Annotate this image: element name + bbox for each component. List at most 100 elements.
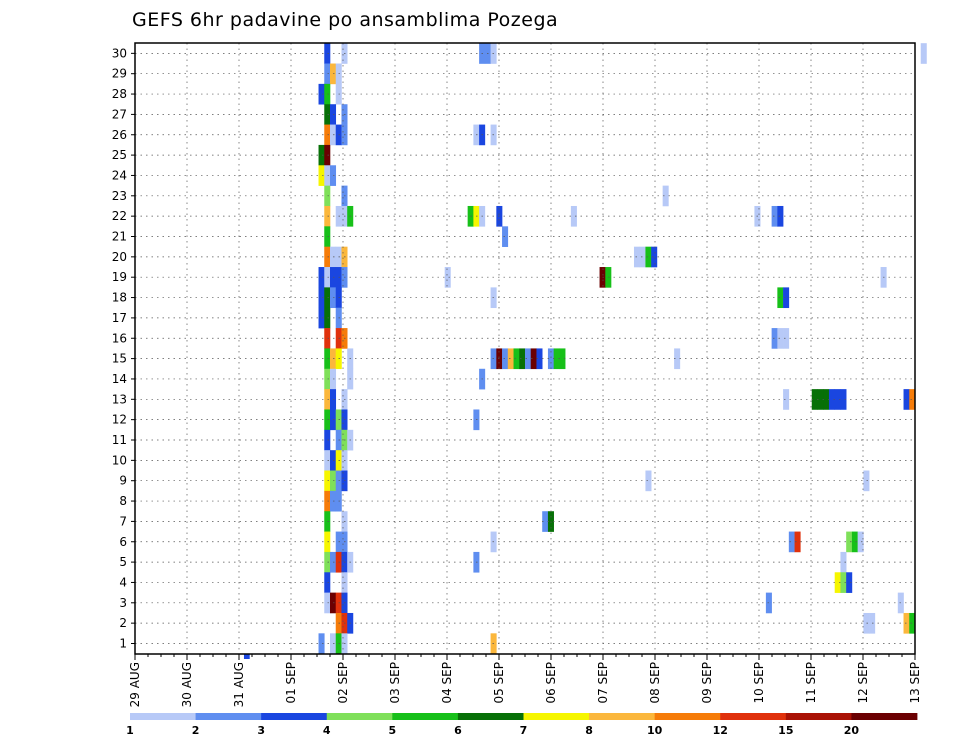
x-tick-label: 08 SEP xyxy=(648,662,662,704)
x-tick-label: 30 AUG xyxy=(180,662,194,707)
y-tick-label: 12 xyxy=(112,413,127,427)
heatmap-cell xyxy=(828,389,836,410)
x-tick-label: 05 SEP xyxy=(492,662,506,704)
heatmap-cell xyxy=(777,328,784,349)
heatmap-cell xyxy=(318,165,325,186)
heatmap-cell xyxy=(324,490,331,512)
heatmap-cell xyxy=(324,592,331,614)
heatmap-cell xyxy=(783,287,790,309)
heatmap-cell xyxy=(834,389,841,410)
heatmap-cell xyxy=(777,205,784,227)
y-tick-label: 8 xyxy=(119,494,127,508)
x-tick-label: 11 SEP xyxy=(804,662,818,704)
heatmap-cell xyxy=(840,551,847,573)
heatmap-cell xyxy=(318,633,325,654)
heatmap-cell xyxy=(324,470,331,492)
heatmap-cell xyxy=(324,348,331,370)
x-tick-label: 02 SEP xyxy=(336,662,350,704)
colorbar-label: 10 xyxy=(647,724,663,737)
colorbar-swatch xyxy=(261,713,328,720)
heatmap-cell xyxy=(324,104,331,125)
heatmap-cells xyxy=(243,43,927,659)
heatmap-cell xyxy=(324,144,331,166)
heatmap-cell xyxy=(794,531,801,553)
colorbar-swatch xyxy=(130,713,196,720)
y-tick-label: 14 xyxy=(112,372,127,386)
heatmap-cell xyxy=(318,307,325,329)
colorbar-label: 5 xyxy=(389,724,397,737)
y-tick-label: 28 xyxy=(112,87,127,101)
heatmap-cell xyxy=(324,409,331,431)
heatmap-cell xyxy=(324,246,331,268)
heatmap-cell xyxy=(324,429,331,451)
heatmap-cell xyxy=(771,205,778,227)
heatmap-cell xyxy=(553,348,560,370)
colorbar-swatch xyxy=(785,713,852,720)
y-tick-label: 2 xyxy=(119,616,127,630)
heatmap-cell xyxy=(324,531,331,553)
chart-title: GEFS 6hr padavine po ansamblima Pozega xyxy=(132,9,558,31)
x-tick-label: 09 SEP xyxy=(700,662,714,704)
heatmap-cell xyxy=(863,612,870,634)
heatmap-cell xyxy=(771,328,778,349)
heatmap-cell xyxy=(662,185,669,207)
y-tick-label: 10 xyxy=(112,453,127,467)
y-tick-label: 19 xyxy=(112,270,127,284)
heatmap-cell xyxy=(507,348,514,370)
heatmap-cell xyxy=(324,511,331,532)
heatmap-cell xyxy=(817,389,824,410)
heatmap-cell xyxy=(542,511,549,532)
heatmap-cell xyxy=(783,328,790,349)
heatmap-cell xyxy=(324,226,331,247)
heatmap-cell xyxy=(547,348,554,370)
heatmap-cell xyxy=(324,328,331,349)
heatmap-cell xyxy=(920,43,927,64)
colorbar-swatch xyxy=(720,713,787,720)
heatmap-cell xyxy=(851,531,858,553)
heatmap-cell xyxy=(857,531,864,553)
heatmap-cell xyxy=(783,389,790,410)
colorbar-label: 15 xyxy=(778,724,793,737)
colorbar-swatch xyxy=(851,713,918,720)
x-tick-label: 12 SEP xyxy=(856,662,870,704)
colorbar-label: 2 xyxy=(192,724,200,737)
heatmap-cell xyxy=(324,450,331,471)
heatmap-cell xyxy=(444,267,451,288)
colorbar-label: 20 xyxy=(844,724,860,737)
colorbar-label: 3 xyxy=(257,724,265,737)
y-tick-label: 13 xyxy=(112,392,127,406)
y-tick-label: 1 xyxy=(119,637,127,651)
y-tick-label: 26 xyxy=(112,128,127,142)
y-tick-label: 30 xyxy=(112,46,127,60)
heatmap-cell xyxy=(324,287,331,309)
x-tick-label: 07 SEP xyxy=(596,662,610,704)
y-tick-label: 29 xyxy=(112,67,127,81)
heatmap-cell xyxy=(324,165,331,186)
heatmap-cell xyxy=(536,348,543,370)
y-tick-label: 22 xyxy=(112,209,127,223)
heatmap-cell xyxy=(863,470,870,492)
heatmap-cell xyxy=(823,389,830,410)
grid-lines xyxy=(135,43,915,654)
colorbar-label: 4 xyxy=(323,724,331,737)
heatmap-cell xyxy=(570,205,577,227)
y-tick-label: 27 xyxy=(112,107,127,121)
heatmap-cell xyxy=(909,389,916,410)
y-tick-label: 3 xyxy=(119,596,127,610)
colorbar-swatch xyxy=(195,713,262,720)
x-tick-label: 29 AUG xyxy=(128,662,142,707)
heatmap-cell xyxy=(846,572,853,593)
heatmap-cell xyxy=(318,144,325,166)
heatmap-cell xyxy=(530,348,537,370)
heatmap-cell xyxy=(525,348,532,370)
heatmap-cell xyxy=(777,287,784,309)
heatmap-cell xyxy=(324,572,331,593)
heatmap-cell xyxy=(909,612,916,634)
y-tick-label: 24 xyxy=(112,168,127,182)
colorbar-swatch xyxy=(523,713,590,720)
x-tick-label: 06 SEP xyxy=(544,662,558,704)
y-tick-label: 23 xyxy=(112,189,127,203)
y-tick-label: 7 xyxy=(119,514,127,528)
heatmap-cell xyxy=(324,368,331,390)
